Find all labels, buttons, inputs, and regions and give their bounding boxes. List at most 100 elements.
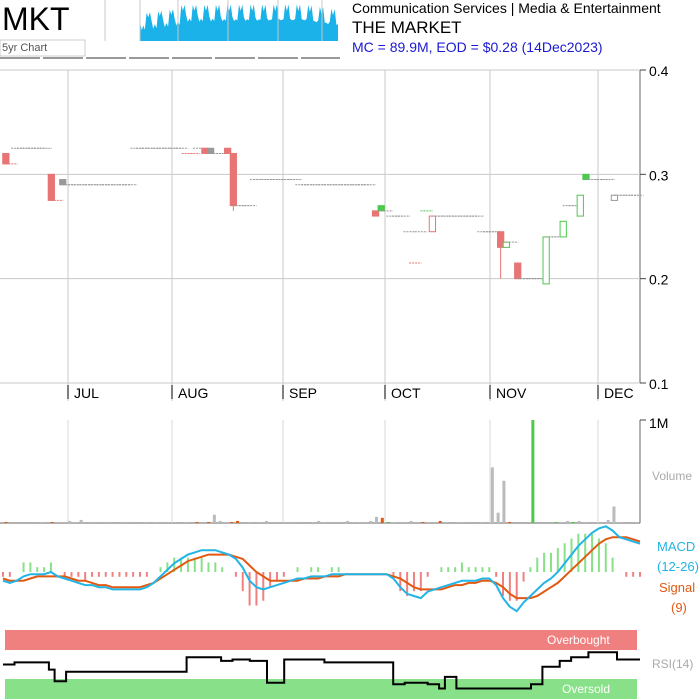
- volume-bar: [380, 517, 384, 523]
- volume-bar: [386, 521, 390, 523]
- volume-bar: [479, 521, 483, 523]
- volume-bar: [461, 521, 465, 523]
- volume-bar: [566, 520, 570, 523]
- price-candle: [224, 147, 232, 154]
- price-candle: [428, 215, 437, 233]
- price-candle: [206, 147, 215, 154]
- month-label: JUL: [74, 385, 99, 401]
- volume-bar: [560, 521, 564, 523]
- price-candle: [576, 194, 584, 217]
- price-candle: [502, 241, 510, 248]
- volume-bar: [421, 521, 425, 523]
- header-company: THE MARKET: [352, 18, 462, 37]
- thumbnail-label-box: [0, 39, 86, 57]
- volume-bar: [143, 521, 147, 523]
- header-ticker: MKT: [2, 1, 70, 37]
- volume-bar: [606, 519, 610, 523]
- signal-line: [2, 536, 641, 600]
- volume-bar: [126, 521, 130, 523]
- overbought-label: Overbought: [547, 633, 610, 647]
- volume-bar: [236, 520, 240, 523]
- volume-bar: [195, 521, 199, 523]
- volume-bar: [218, 520, 222, 523]
- volume-bar: [68, 520, 72, 523]
- volume-bar: [183, 521, 187, 523]
- volume-bar: [230, 521, 234, 523]
- price-candle: [582, 173, 590, 181]
- volume-bar: [79, 519, 83, 523]
- volume-bar: [583, 521, 587, 523]
- price-candle: [542, 236, 550, 285]
- month-label: AUG: [178, 385, 208, 401]
- volume-bar: [73, 521, 77, 523]
- volume-bar: [496, 512, 500, 523]
- volume-bar: [166, 521, 170, 523]
- volume-bar: [351, 521, 355, 523]
- volume-bar: [438, 520, 442, 523]
- volume-bar: [224, 521, 228, 523]
- volume-bar: [403, 521, 407, 523]
- volume-bar: [270, 521, 274, 523]
- price-y-label: 0.2: [649, 272, 669, 288]
- volume-bar: [490, 467, 494, 523]
- macd-period-label: (12-26): [657, 559, 699, 574]
- volume-bar: [409, 520, 413, 523]
- volume-bar: [293, 521, 297, 523]
- volume-bar: [282, 521, 286, 523]
- volume-bar: [311, 521, 315, 523]
- volume-bar: [392, 521, 396, 523]
- month-label: DEC: [604, 385, 634, 401]
- price-candle: [229, 152, 237, 207]
- signal-period-label: (9): [671, 600, 687, 615]
- header-sector: Communication Services | Media & Enterta…: [352, 0, 661, 16]
- volume-bar: [247, 521, 251, 523]
- volume-bar: [322, 521, 326, 523]
- price-y-label: 0.4: [649, 63, 669, 79]
- month-label: OCT: [391, 385, 421, 401]
- volume-bar: [618, 521, 622, 523]
- oversold-band: [5, 679, 637, 699]
- volume-bar: [531, 420, 535, 523]
- macd-label: MACD: [657, 539, 695, 554]
- price-y-label: 0.3: [649, 167, 669, 183]
- rsi-label: RSI(14): [652, 657, 693, 671]
- volume-y-label: 1M: [649, 415, 668, 431]
- volume-bar: [577, 520, 581, 523]
- price-candle: [47, 173, 55, 201]
- signal-label: Signal: [659, 580, 695, 595]
- volume-bar: [375, 516, 379, 523]
- price-candle: [514, 262, 522, 280]
- volume-bar: [444, 521, 448, 523]
- price-candle: [497, 231, 505, 248]
- price-candle: [559, 220, 567, 238]
- volume-bar: [427, 521, 431, 523]
- volume-bar: [91, 521, 95, 523]
- volume-bar: [612, 506, 616, 523]
- price-candle: [377, 205, 385, 212]
- volume-bar: [346, 520, 350, 523]
- volume-bar: [571, 521, 575, 523]
- volume-bar: [259, 521, 263, 523]
- macd-line: [2, 525, 641, 613]
- volume-bar: [334, 521, 338, 523]
- thumbnail-label: 5yr Chart: [2, 42, 47, 54]
- price-candle: [2, 152, 10, 165]
- overbought-band: [5, 630, 637, 650]
- volume-bar: [554, 521, 558, 523]
- month-label: SEP: [289, 385, 317, 401]
- oversold-label: Oversold: [562, 682, 610, 696]
- volume-bar: [4, 521, 8, 523]
- price-candle: [610, 194, 619, 201]
- price-y-label: 0.1: [649, 376, 669, 392]
- volume-bar: [635, 521, 639, 523]
- volume-bar: [502, 480, 506, 523]
- volume-bar: [369, 520, 373, 523]
- thumbnail-price-area: [140, 4, 338, 41]
- volume-bar: [508, 521, 512, 523]
- volume-bar: [102, 521, 106, 523]
- volume-bar: [154, 521, 158, 523]
- volume-bar: [317, 520, 321, 523]
- volume-bar: [50, 521, 54, 523]
- volume-bar: [62, 521, 66, 523]
